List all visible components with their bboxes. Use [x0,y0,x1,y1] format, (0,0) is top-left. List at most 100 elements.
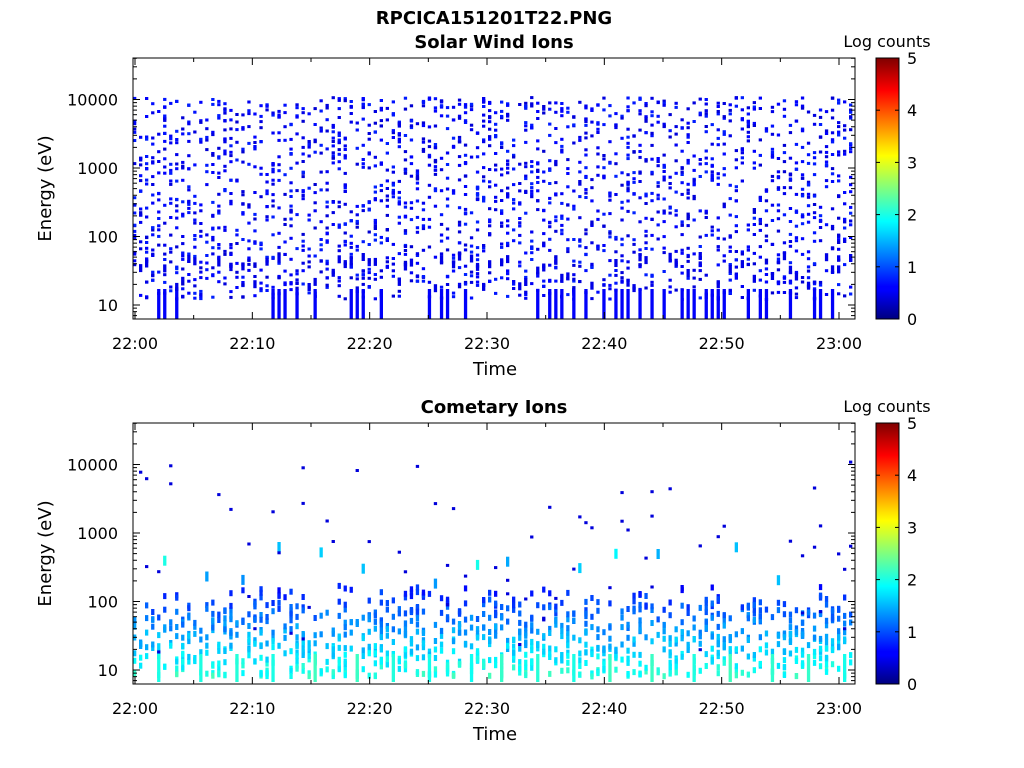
data-pixel [295,623,299,630]
data-pixel [445,248,450,252]
data-pixel [800,662,805,669]
data-pixel [217,611,221,618]
data-pixel [566,611,570,618]
data-pixel [385,118,389,122]
data-pixel [596,103,600,107]
data-pixel [355,162,359,166]
data-pixel [740,296,744,299]
data-pixel [656,210,660,214]
data-pixel [397,145,401,149]
data-pixel [205,602,209,609]
data-pixel [776,203,781,207]
data-pixel [530,664,534,671]
data-pixel [457,241,462,245]
data-pixel [716,176,720,180]
data-pixel [235,654,239,682]
data-pixel [361,105,365,109]
data-pixel [674,258,678,267]
data-pixel [187,202,191,206]
data-pixel [488,641,492,648]
data-pixel [433,97,438,101]
data-pixel [782,114,787,118]
data-pixel [469,270,474,274]
data-pixel [229,253,233,256]
data-pixel [614,235,618,239]
x-tick-label: 22:10 [229,699,275,718]
data-pixel [409,636,414,643]
data-pixel [650,96,654,100]
data-pixel [229,246,233,250]
data-pixel [247,258,251,262]
data-pixel [145,162,149,166]
data-pixel [830,224,835,228]
data-pixel [770,291,775,295]
data-pixel [403,134,408,137]
data-pixel [578,138,582,142]
data-pixel [578,671,582,678]
data-pixel [686,107,690,111]
data-pixel [187,255,191,263]
data-pixel [812,194,817,198]
data-pixel [734,104,738,108]
data-pixel [506,149,510,153]
data-pixel [788,123,793,127]
x-tick-label: 22:00 [112,334,158,353]
data-pixel [409,607,414,613]
data-pixel [776,282,781,286]
data-pixel [812,162,817,166]
data-pixel [656,160,660,163]
data-pixel [343,631,347,638]
data-pixel [620,608,624,615]
data-pixel [524,639,528,646]
data-pixel [500,604,504,610]
data-pixel [812,634,817,641]
data-pixel [313,277,317,286]
data-pixel [337,223,341,227]
data-pixel [764,280,769,284]
data-pixel [301,652,305,658]
data-pixel [223,619,227,626]
data-pixel [596,209,600,213]
data-pixel [824,293,829,296]
data-pixel [175,197,179,201]
data-pixel [806,212,811,216]
data-pixel [662,178,666,182]
data-pixel [566,110,570,114]
data-pixel [139,220,143,224]
data-pixel [512,643,516,650]
data-pixel [361,253,365,261]
data-pixel [608,104,612,108]
data-pixel [614,654,618,660]
data-pixel [169,260,173,264]
data-pixel [421,147,426,151]
data-pixel [824,145,829,149]
data-pixel [849,236,853,239]
data-pixel [409,279,414,283]
data-pixel [680,289,684,319]
data-pixel [524,278,528,286]
data-pixel [181,164,185,168]
data-pixel [746,248,750,252]
data-pixel [151,273,155,277]
data-pixel [211,152,215,155]
data-pixel [578,637,582,644]
data-pixel [325,658,329,665]
data-pixel [524,124,528,128]
data-pixel [620,183,624,187]
data-pixel [259,114,263,118]
data-pixel [361,97,365,100]
data-pixel [283,269,287,273]
data-pixel [253,616,257,623]
data-pixel [554,181,558,185]
data-pixel [325,200,329,204]
data-pixel [824,132,829,135]
data-pixel [710,123,714,127]
data-pixel [145,296,149,300]
data-pixel [572,610,576,617]
data-pixel [247,205,251,209]
data-pixel [319,129,323,133]
data-pixel [837,265,841,274]
data-pixel [650,247,654,251]
spectrogram-pixels [133,96,853,319]
data-pixel [241,160,245,164]
